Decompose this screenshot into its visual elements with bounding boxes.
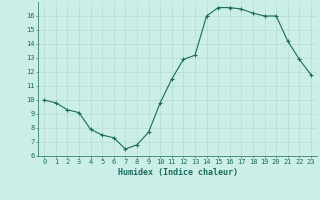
X-axis label: Humidex (Indice chaleur): Humidex (Indice chaleur): [118, 168, 238, 177]
